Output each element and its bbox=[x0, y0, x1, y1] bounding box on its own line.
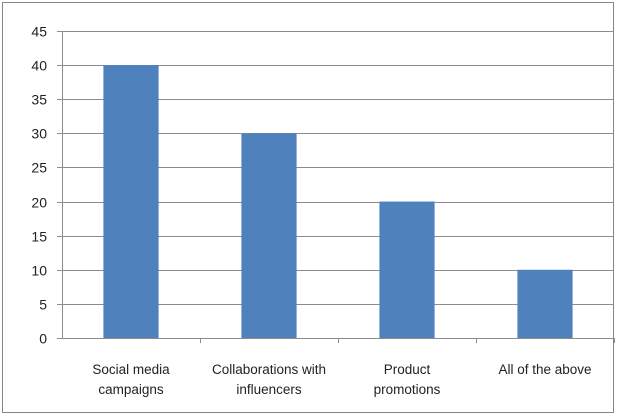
bar bbox=[103, 65, 159, 338]
y-tick-label: 45 bbox=[31, 24, 47, 40]
x-category-label: campaigns bbox=[98, 382, 164, 397]
x-category-label: Collaborations with bbox=[212, 362, 326, 377]
y-tick-label: 30 bbox=[31, 126, 47, 142]
y-tick-labels: 0 5 10 15 20 25 30 35 40 45 bbox=[31, 24, 47, 347]
y-tick-label: 40 bbox=[31, 58, 47, 74]
y-tick-label: 20 bbox=[31, 195, 47, 211]
x-category-labels: Social media campaigns Collaborations with… bbox=[92, 362, 591, 397]
y-tick-label: 10 bbox=[31, 263, 47, 279]
bar bbox=[517, 269, 573, 338]
x-category-label: influencers bbox=[236, 382, 302, 397]
y-tick-label: 25 bbox=[31, 160, 47, 176]
y-tick-label: 5 bbox=[39, 297, 47, 313]
bar bbox=[241, 133, 297, 338]
y-tick-label: 35 bbox=[31, 92, 47, 108]
x-category-label: All of the above bbox=[498, 362, 591, 377]
axes bbox=[57, 31, 615, 343]
bars bbox=[103, 65, 573, 338]
bar bbox=[379, 201, 435, 338]
y-tick-label: 15 bbox=[31, 229, 47, 245]
y-tick-label: 0 bbox=[39, 331, 47, 347]
x-category-label: Product bbox=[384, 362, 431, 377]
x-category-label: promotions bbox=[374, 382, 441, 397]
x-category-label: Social media bbox=[92, 362, 170, 377]
